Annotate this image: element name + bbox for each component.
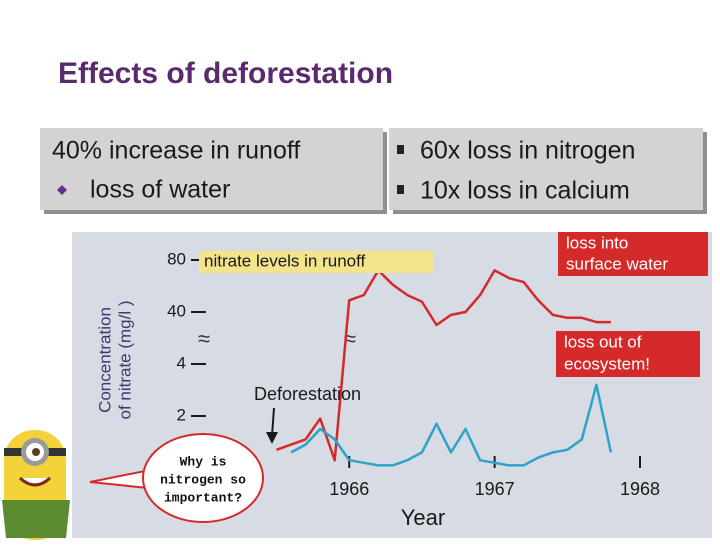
bullet-text: 60x loss in nitrogen [420, 137, 635, 165]
y-tick-label: 4 [177, 353, 186, 372]
annotation-box [556, 331, 700, 377]
bubble-text: nitrogen so [160, 472, 246, 487]
bullet-text: loss of water [90, 176, 230, 204]
bullet-text: 10x loss in calcium [420, 177, 630, 205]
bullet-icon [397, 185, 404, 194]
annotation-arrow [271, 407, 275, 437]
annotation: surface water [566, 254, 668, 273]
annotation: ecosystem! [564, 354, 650, 373]
bullet-icon [397, 145, 404, 154]
y-axis-label: of nitrate (mg/l ) [115, 300, 134, 419]
x-tick-label: 1968 [620, 479, 660, 499]
y-tick-label: 40 [167, 301, 186, 320]
annotation: Deforestation [254, 384, 361, 404]
annotation-box [199, 251, 433, 273]
box-heading: 40% increase in runoff [52, 137, 300, 165]
y-tick-label: 80 [167, 249, 186, 268]
bullet-icon [57, 185, 67, 195]
x-tick-label: 1966 [329, 479, 369, 499]
minion-illustration [2, 430, 70, 540]
y-tick-label: 2 [177, 405, 186, 424]
x-axis-label: Year [401, 505, 445, 530]
slide-title: Effects of deforestation [58, 57, 393, 90]
speech-bubble [142, 433, 264, 523]
x-tick-label: 1967 [475, 479, 515, 499]
data-line [290, 383, 613, 467]
annotation-box [558, 232, 708, 276]
right-box [389, 128, 703, 210]
plot: 80 40 4 2 1966 1967 1968 nitrate levels in runo… [167, 232, 708, 499]
annotation: loss into [566, 233, 628, 252]
annotation: loss out of [564, 332, 642, 351]
data-line [276, 269, 611, 462]
left-box [40, 128, 383, 210]
annotation: nitrate levels in runoff [204, 251, 366, 270]
axis-break: ≈ [198, 326, 210, 351]
bubble-text: important? [164, 490, 242, 505]
annotation-arrow-head [266, 432, 278, 444]
y-axis-label: Concentration [95, 307, 114, 413]
bubble-text: Why is [180, 454, 227, 469]
